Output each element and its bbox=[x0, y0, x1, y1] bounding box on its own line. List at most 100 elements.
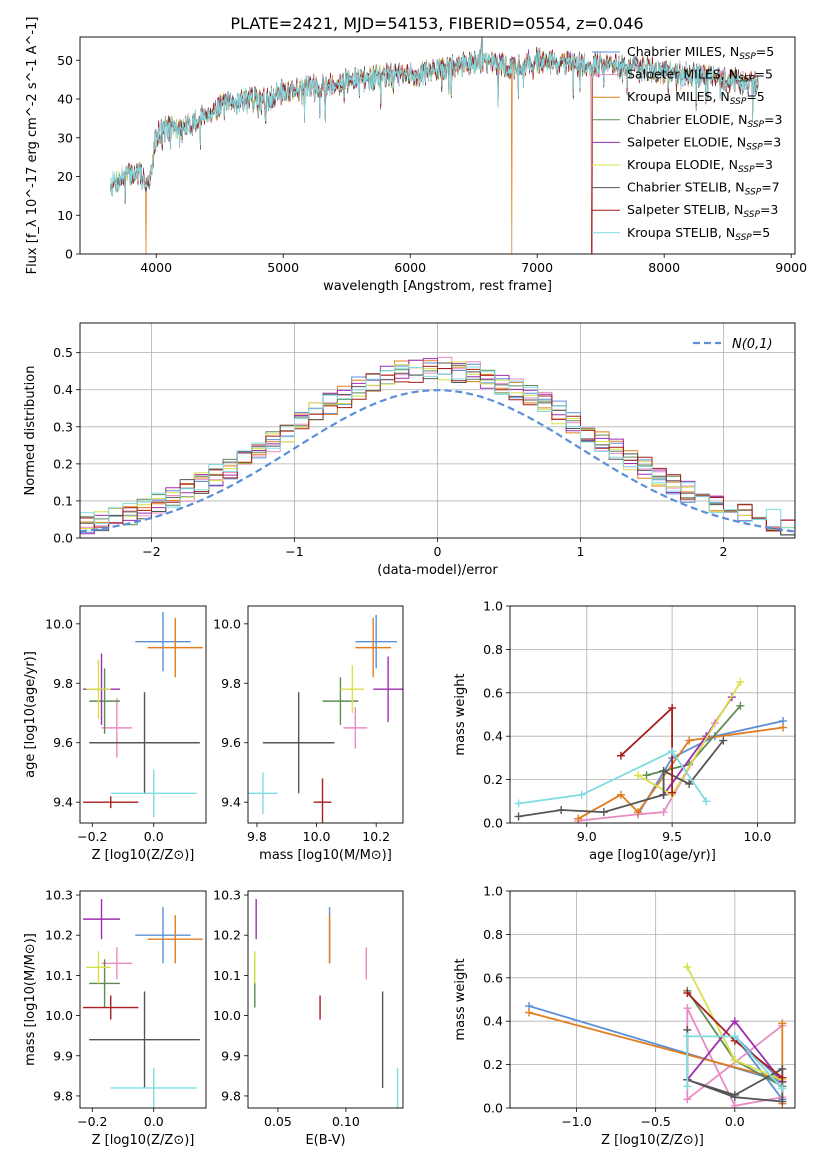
legend-label: N(0,1) bbox=[732, 337, 773, 352]
y-tick-label: 0.4 bbox=[483, 1014, 503, 1029]
weight-line bbox=[577, 726, 784, 820]
y-tick-label: 0.6 bbox=[483, 685, 503, 700]
y-axis-label: mass weight bbox=[453, 958, 468, 1040]
x-tick-label: 10.0 bbox=[303, 829, 331, 844]
legend-label: Salpeter ELODIE, NSSP=3 bbox=[627, 134, 781, 152]
axes-frame bbox=[79, 322, 796, 539]
y-tick-label: 10.0 bbox=[45, 616, 73, 631]
x-tick-label: 0.10 bbox=[332, 1114, 360, 1129]
x-tick-label: 0 bbox=[434, 544, 442, 559]
x-tick-label: 6000 bbox=[394, 260, 426, 275]
histogram-kroupa-stelib bbox=[80, 366, 795, 535]
y-tick-label: 0.0 bbox=[483, 1101, 503, 1116]
panel-mass-weight-vs-age: 9.0 9.5 10.0 0.0 0.2 0.4 0.6 0.8 1.0 age [log10(a… bbox=[453, 599, 796, 863]
y-tick-label: 0.0 bbox=[53, 531, 73, 546]
x-tick-label: −0.2 bbox=[77, 1114, 107, 1129]
y-tick-label: 1.0 bbox=[483, 599, 503, 614]
y-tick-label: 9.8 bbox=[221, 676, 241, 691]
y-tick-label: 50 bbox=[57, 53, 73, 68]
y-tick-label: 0 bbox=[65, 247, 73, 262]
legend-label: Chabrier STELIB, NSSP=7 bbox=[627, 180, 780, 198]
y-tick-label: 0.0 bbox=[483, 816, 503, 831]
x-axis-label: wavelength [Angstrom, rest frame] bbox=[323, 279, 552, 294]
legend-label: Salpeter STELIB, NSSP=3 bbox=[627, 202, 778, 220]
x-tick-label: 9.0 bbox=[577, 829, 597, 844]
y-tick-label: 0.8 bbox=[483, 927, 503, 942]
x-tick-label: 0.05 bbox=[264, 1114, 292, 1129]
plot-area bbox=[80, 356, 795, 537]
x-tick-label: 7000 bbox=[521, 260, 553, 275]
panel-age-vs-Z: −0.2 0.0 9.4 9.6 9.8 10.0 Z [log10(Z/Z⊙)] age [… bbox=[23, 605, 207, 863]
y-axis-label: Flux [f_λ 10^-17 erg cm^-2 s^-1 A^-1] bbox=[25, 17, 40, 275]
y-tick-label: 9.8 bbox=[221, 1088, 241, 1103]
y-tick-label: 9.6 bbox=[221, 735, 241, 750]
y-tick-label: 30 bbox=[57, 130, 73, 145]
plot-area bbox=[514, 677, 788, 823]
y-tick-label: 20 bbox=[57, 169, 73, 184]
panel-residuals: −2 −1 0 1 2 0.0 0.1 0.2 0.3 0.4 0.5 (data-model)/er… bbox=[23, 322, 796, 578]
plot-area bbox=[83, 611, 203, 818]
y-tick-label: 10.3 bbox=[213, 888, 241, 903]
x-axis-label: (data-model)/error bbox=[377, 563, 498, 578]
x-tick-label: −0.5 bbox=[640, 1114, 670, 1129]
x-tick-label: 0.0 bbox=[144, 829, 164, 844]
x-axis-label: Z [log10(Z/Z⊙)] bbox=[601, 1133, 704, 1148]
axes-frame bbox=[79, 36, 796, 255]
gaussian-curve bbox=[80, 388, 795, 533]
y-tick-label: 10.1 bbox=[45, 968, 73, 983]
y-axis-label: mass [log10(M/M⊙)] bbox=[23, 933, 38, 1066]
x-tick-label: −0.2 bbox=[77, 829, 107, 844]
x-tick-label: 10.2 bbox=[362, 829, 390, 844]
y-axis-label: Normed distribution bbox=[23, 366, 38, 496]
x-tick-label: 0.0 bbox=[144, 1114, 164, 1129]
y-tick-label: 9.4 bbox=[53, 795, 73, 810]
y-tick-label: 9.4 bbox=[221, 795, 241, 810]
y-tick-label: 0.3 bbox=[53, 419, 73, 434]
y-tick-label: 10.3 bbox=[45, 888, 73, 903]
weight-line bbox=[686, 1035, 783, 1090]
x-tick-label: 9.8 bbox=[247, 829, 267, 844]
axes-frame bbox=[79, 890, 207, 1109]
axes-frame bbox=[509, 605, 796, 824]
plot-area bbox=[254, 899, 399, 1108]
weight-line bbox=[518, 750, 708, 805]
axes-frame bbox=[79, 605, 207, 824]
x-axis-label: Z [log10(Z/Z⊙)] bbox=[92, 1133, 195, 1148]
y-tick-label: 0.4 bbox=[483, 729, 503, 744]
y-tick-label: 10.2 bbox=[45, 928, 73, 943]
y-tick-label: 0.1 bbox=[53, 493, 73, 508]
panel-mass-weight-vs-Z: −1.0 −0.5 0.0 0.0 0.2 0.4 0.6 0.8 1.0 Z [log10(Z/… bbox=[453, 884, 796, 1148]
figure-title: PLATE=2421, MJD=54153, FIBERID=0554, z=0… bbox=[230, 14, 643, 33]
y-tick-label: 0.2 bbox=[483, 1057, 503, 1072]
x-tick-label: 0.0 bbox=[725, 1114, 745, 1129]
y-tick-label: 10.0 bbox=[45, 1008, 73, 1023]
x-axis-label: E(B-V) bbox=[305, 1133, 345, 1148]
legend-label: Salpeter MILES, NSSP=5 bbox=[627, 67, 773, 85]
y-tick-label: 10.0 bbox=[213, 1008, 241, 1023]
legend-label: Kroupa ELODIE, NSSP=3 bbox=[627, 157, 773, 175]
y-tick-label: 1.0 bbox=[483, 884, 503, 899]
legend-label: Kroupa STELIB, NSSP=5 bbox=[627, 225, 770, 243]
panel-mass-vs-Z: −0.2 0.0 9.8 9.9 10.0 10.1 10.2 10.3 Z [log10(Z/… bbox=[23, 888, 207, 1148]
x-axis-label: age [log10(age/yr)] bbox=[589, 848, 716, 863]
x-tick-label: 5000 bbox=[267, 260, 299, 275]
plot-area bbox=[83, 899, 203, 1108]
y-axis-label: age [log10(age/yr)] bbox=[23, 651, 38, 778]
y-tick-label: 10.2 bbox=[213, 928, 241, 943]
y-tick-label: 9.9 bbox=[221, 1048, 241, 1063]
x-tick-label: −2 bbox=[142, 544, 160, 559]
panel-mass-vs-ebv: 0.05 0.10 9.8 9.9 10.0 10.1 10.2 10.3 E(B-V) bbox=[213, 888, 404, 1148]
plot-area bbox=[110, 37, 759, 254]
y-tick-label: 0.5 bbox=[53, 345, 73, 360]
x-tick-label: 4000 bbox=[140, 260, 172, 275]
y-tick-label: 0.2 bbox=[483, 772, 503, 787]
y-tick-label: 0.2 bbox=[53, 456, 73, 471]
panel-spectrum: 4000 5000 6000 7000 8000 9000 0 10 20 30 40 50 wavel… bbox=[25, 17, 807, 294]
y-axis-label: mass weight bbox=[453, 673, 468, 755]
spectrum-line-kroupa-stelib bbox=[110, 37, 759, 203]
weight-line bbox=[637, 720, 784, 815]
axes-frame bbox=[247, 605, 404, 824]
panel-age-vs-mass: 9.8 10.0 10.2 9.4 9.6 9.8 10.0 mass [log10(M/M⊙… bbox=[213, 605, 404, 863]
y-tick-label: 9.6 bbox=[53, 735, 73, 750]
